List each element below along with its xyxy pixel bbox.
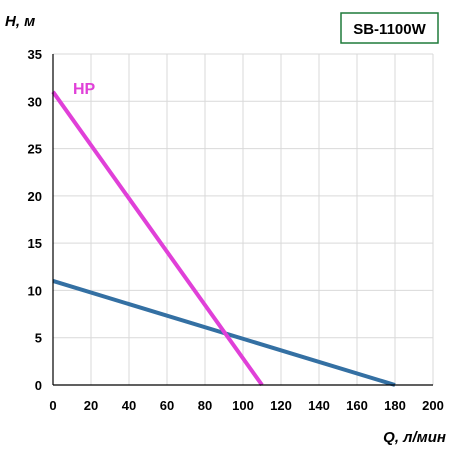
x-tick-label: 20: [84, 398, 98, 413]
series-line-hp: [51, 90, 264, 387]
y-tick-label: 35: [28, 47, 42, 62]
x-tick-label: 160: [346, 398, 368, 413]
y-tick-label: 5: [35, 331, 42, 346]
y-tick-label: 0: [35, 378, 42, 393]
x-tick-label: 0: [49, 398, 56, 413]
x-tick-label: 80: [198, 398, 212, 413]
x-tick-label: 40: [122, 398, 136, 413]
x-tick-label: 200: [422, 398, 444, 413]
model-box: [340, 12, 439, 44]
labels: H, м Q, л/мин SB-1100W: [5, 12, 446, 446]
x-tick-label: 100: [232, 398, 254, 413]
axes: 0 20 40 60 80 100 120 140 160 180 200 0 5 10 15 20 25 30 3…: [28, 47, 444, 413]
x-tick-label: 180: [384, 398, 406, 413]
y-axis-label: H, м: [5, 13, 35, 30]
x-tick-label: 120: [270, 398, 292, 413]
x-tick-label: 140: [308, 398, 330, 413]
y-tick-label: 30: [28, 94, 42, 109]
x-tick-label: 60: [160, 398, 174, 413]
y-tick-label: 10: [28, 283, 42, 298]
y-tick-label: 25: [28, 142, 42, 157]
y-tick-label: 20: [28, 189, 42, 204]
series-layer: HP: [51, 81, 396, 387]
x-axis-label: Q, л/мин: [383, 429, 446, 446]
chart-title: SB-1100W: [353, 21, 426, 38]
y-tick-label: 15: [28, 236, 42, 251]
series-label: HP: [73, 81, 96, 98]
